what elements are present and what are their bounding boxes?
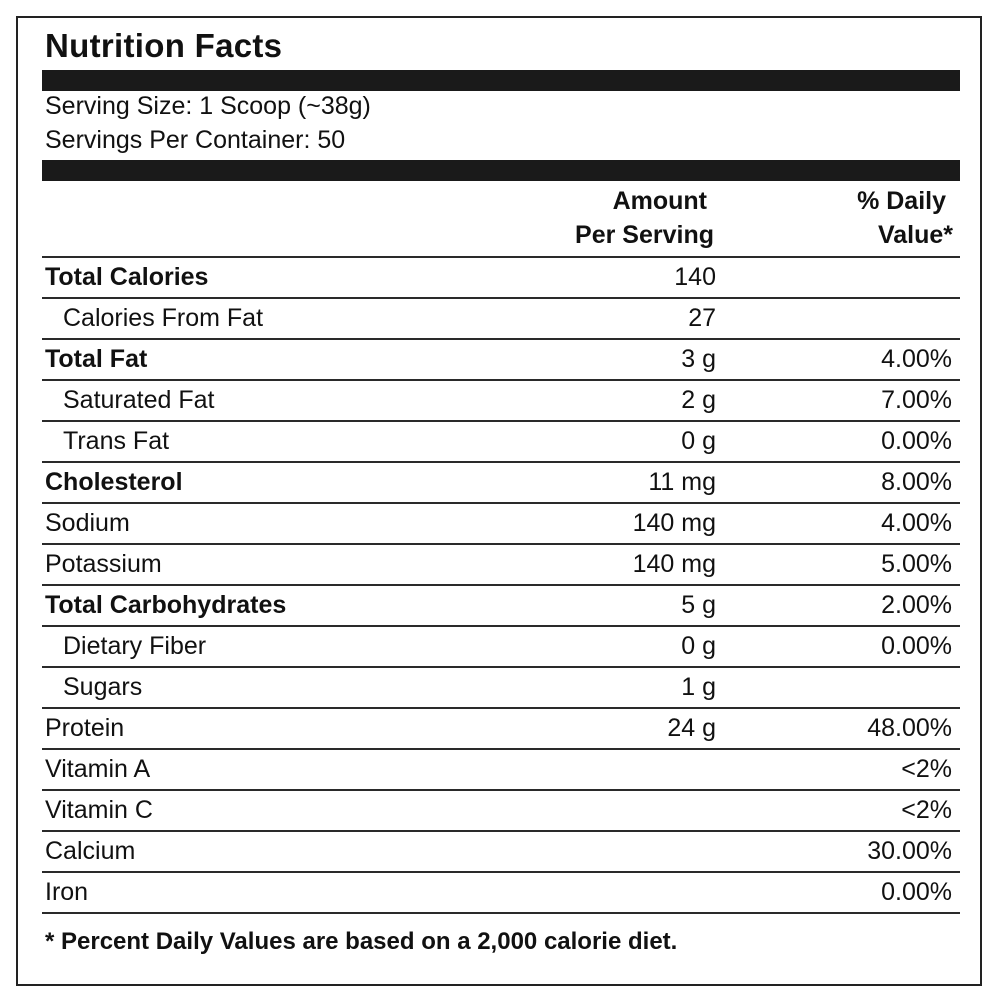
daily-value-footnote: * Percent Daily Values are based on a 2,… [45, 928, 678, 955]
nutrient-name: Cholesterol [45, 468, 183, 496]
table-row: Protein 24 g 48.00% [42, 707, 960, 748]
table-row: Calcium 30.00% [42, 830, 960, 871]
table-row: Total Calories 140 [42, 256, 960, 297]
nutrient-name: Total Fat [45, 345, 148, 373]
serving-size: Serving Size: 1 Scoop (~38g) [45, 92, 371, 120]
nutrient-name: Vitamin C [45, 796, 153, 824]
nutrient-amount: 140 mg [632, 509, 716, 537]
nutrient-name: Sodium [45, 509, 130, 537]
nutrient-amount: 2 g [681, 386, 716, 414]
table-row: Trans Fat 0 g 0.00% [42, 420, 960, 461]
nutrient-daily-value: 0.00% [881, 427, 952, 455]
nutrient-daily-value: <2% [901, 755, 952, 783]
top-thick-divider [42, 70, 960, 91]
nutrient-amount: 5 g [681, 591, 716, 619]
nutrient-amount: 1 g [681, 673, 716, 701]
dv-header-line2: Value* [877, 221, 953, 249]
nutrient-name: Total Calories [45, 263, 209, 291]
nutrient-name: Calcium [45, 837, 136, 865]
nutrient-name: Total Carbohydrates [45, 591, 287, 619]
nutrient-amount: 27 [688, 304, 716, 332]
nutrient-daily-value: 8.00% [881, 468, 952, 496]
table-row: Vitamin A <2% [42, 748, 960, 789]
table-row: Vitamin C <2% [42, 789, 960, 830]
nutrient-daily-value: 4.00% [881, 509, 952, 537]
label-title: Nutrition Facts [45, 27, 283, 64]
nutrient-name: Dietary Fiber [63, 632, 207, 660]
nutrient-amount: 140 [674, 263, 716, 291]
nutrient-table: Total Calories 140 Calories From Fat 27 … [42, 256, 960, 914]
table-row: Dietary Fiber 0 g 0.00% [42, 625, 960, 666]
nutrient-daily-value: 2.00% [881, 591, 952, 619]
amount-header-line2: Per Serving [575, 221, 714, 249]
table-row: Cholesterol 11 mg 8.00% [42, 461, 960, 502]
nutrient-daily-value: 4.00% [881, 345, 952, 373]
amount-column-header: Amount Per Serving [575, 184, 714, 252]
nutrient-name: Calories From Fat [63, 304, 264, 332]
table-row: Sodium 140 mg 4.00% [42, 502, 960, 543]
nutrient-daily-value: 48.00% [867, 714, 952, 742]
table-row: Total Carbohydrates 5 g 2.00% [42, 584, 960, 625]
amount-header-line1: Amount [612, 187, 707, 215]
table-row: Calories From Fat 27 [42, 297, 960, 338]
servings-per-container: Servings Per Container: 50 [45, 126, 346, 154]
nutrient-daily-value: 30.00% [867, 837, 952, 865]
nutrient-name: Iron [45, 878, 89, 906]
nutrient-amount: 24 g [667, 714, 716, 742]
nutrient-daily-value: 5.00% [881, 550, 952, 578]
table-row: Iron 0.00% [42, 871, 960, 914]
nutrition-label [16, 16, 982, 986]
nutrient-amount: 11 mg [648, 468, 716, 496]
nutrient-name: Vitamin A [45, 755, 151, 783]
daily-value-column-header: % Daily Value* [857, 184, 953, 252]
nutrient-amount: 0 g [681, 427, 716, 455]
nutrient-name: Protein [45, 714, 125, 742]
table-row: Total Fat 3 g 4.00% [42, 338, 960, 379]
nutrient-amount: 140 mg [632, 550, 716, 578]
nutrient-daily-value: 0.00% [881, 878, 952, 906]
header-thick-divider [42, 160, 960, 181]
nutrient-daily-value: <2% [901, 796, 952, 824]
dv-header-line1: % Daily [857, 187, 946, 215]
nutrient-daily-value: 7.00% [881, 386, 952, 414]
nutrient-amount: 3 g [681, 345, 716, 373]
nutrient-name: Trans Fat [63, 427, 170, 455]
nutrient-daily-value: 0.00% [881, 632, 952, 660]
nutrient-name: Sugars [63, 673, 143, 701]
table-row: Saturated Fat 2 g 7.00% [42, 379, 960, 420]
nutrient-name: Potassium [45, 550, 162, 578]
nutrient-amount: 0 g [681, 632, 716, 660]
table-row: Sugars 1 g [42, 666, 960, 707]
table-row: Potassium 140 mg 5.00% [42, 543, 960, 584]
nutrient-name: Saturated Fat [63, 386, 215, 414]
